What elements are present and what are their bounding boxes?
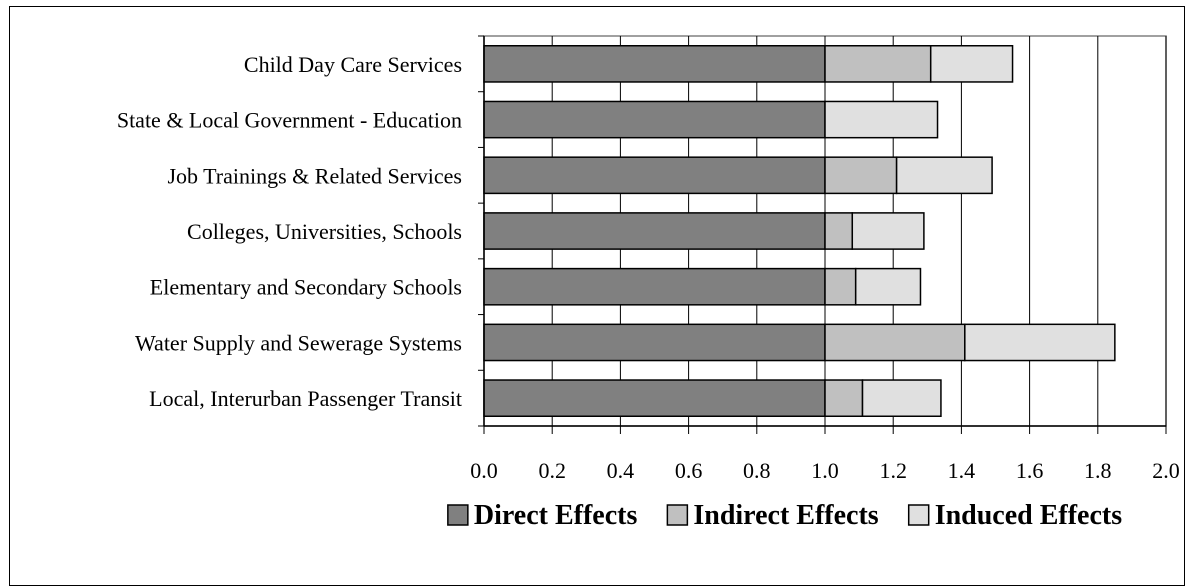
bar-segment [824, 100, 939, 139]
legend: Direct Effects Indirect Effects Induced Ef… [447, 500, 1123, 531]
bar-segment [824, 212, 854, 250]
category-label: Job Trainings & Related Services [167, 163, 462, 188]
category-label: Local, Interurban Passenger Transit [149, 386, 462, 411]
axes [478, 35, 1167, 434]
category-label: Child Day Care Services [244, 52, 462, 77]
bar-segment [483, 323, 826, 362]
bar-segment [483, 156, 826, 195]
bar-segment [483, 100, 826, 139]
bar-segment [824, 323, 966, 362]
bar-segment [824, 379, 864, 417]
category-label: Colleges, Universities, Schools [187, 219, 462, 244]
x-tick-label: 0.2 [538, 458, 566, 483]
category-labels: Child Day Care Services State & Local Gov… [117, 52, 462, 411]
bar-segment [483, 45, 826, 83]
x-tick-label: 1.6 [1016, 458, 1044, 483]
x-tick-label: 0.6 [675, 458, 703, 483]
bar-segment [861, 379, 942, 417]
x-tick-label: 2.0 [1152, 458, 1180, 483]
x-tick-label: 0.0 [470, 458, 498, 483]
bar-segment [483, 379, 826, 417]
legend-swatch [666, 504, 689, 526]
bar-segment [895, 156, 993, 195]
bar-segment [824, 156, 898, 195]
legend-label: Indirect Effects [693, 500, 878, 531]
x-tick-label: 1.4 [948, 458, 976, 483]
bar-segment [964, 323, 1116, 362]
stacked-bar-chart: Child Day Care Services State & Local Gov… [117, 35, 1180, 531]
x-tick-label: 1.8 [1084, 458, 1112, 483]
legend-swatch [907, 504, 930, 526]
legend-swatch [447, 504, 469, 526]
x-tick-label: 0.4 [607, 458, 635, 483]
bar-segment [851, 212, 925, 250]
bar-segment [483, 267, 826, 306]
bar-segment [824, 45, 932, 83]
category-label: State & Local Government - Education [117, 108, 462, 133]
category-label: Elementary and Secondary Schools [150, 275, 462, 300]
bar-segment [929, 45, 1014, 83]
bar-segment [483, 212, 826, 250]
x-tick-labels: 0.0 0.2 0.4 0.6 0.8 1.0 1.2 1.4 1.6 1.8 2.0 [470, 458, 1180, 483]
bar-segment [854, 267, 922, 306]
x-tick-label: 0.8 [743, 458, 771, 483]
category-label: Water Supply and Sewerage Systems [135, 330, 462, 355]
bars [483, 45, 1116, 417]
x-tick-label: 1.2 [879, 458, 907, 483]
legend-label: Induced Effects [935, 500, 1123, 531]
bar-segment [824, 267, 857, 306]
legend-label: Direct Effects [474, 500, 638, 531]
x-tick-label: 1.0 [811, 458, 839, 483]
